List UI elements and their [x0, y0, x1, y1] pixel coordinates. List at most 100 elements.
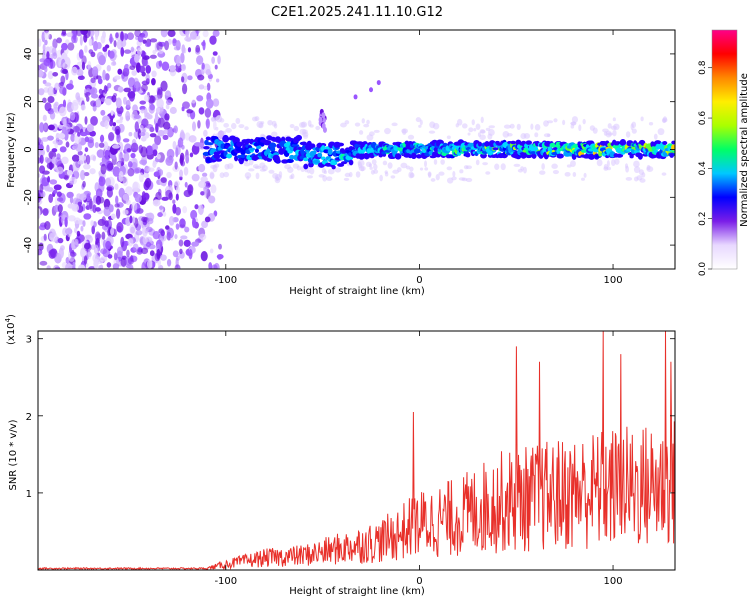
- heatmap-cell: [144, 177, 152, 188]
- heatmap-cell: [625, 177, 633, 181]
- heatmap-cell: [84, 234, 92, 239]
- heatmap-cell: [122, 193, 130, 201]
- heatmap-cell: [203, 146, 210, 150]
- heatmap-cell: [384, 171, 389, 177]
- heatmap-cell: [44, 39, 48, 46]
- heatmap-cell: [175, 223, 180, 230]
- heatmap-cell: [98, 142, 105, 148]
- heatmap-cell: [185, 30, 190, 38]
- heatmap-cell: [384, 127, 391, 135]
- heatmap-cell: [354, 122, 361, 127]
- snr-multiplier-base: (x10: [6, 322, 17, 345]
- heatmap-cell: [85, 154, 91, 165]
- heatmap-cell: [118, 151, 124, 159]
- heatmap-cell: [273, 152, 280, 156]
- heatmap-cell: [108, 132, 115, 142]
- heatmap-cell: [169, 106, 177, 114]
- heatmap-cell: [132, 243, 139, 252]
- heatmap-cell: [158, 60, 163, 67]
- heatmap-cell: [130, 152, 136, 159]
- heatmap-cell: [298, 121, 306, 128]
- heatmap-cell: [415, 117, 422, 123]
- heatmap-cell: [477, 141, 483, 147]
- heatmap-cell: [123, 96, 127, 105]
- colorbar-tick-label: 0.2: [698, 212, 708, 226]
- heatmap-cell: [139, 125, 144, 130]
- heatmap-cell: [173, 125, 178, 134]
- heatmap-cell: [91, 225, 96, 235]
- heatmap-cell: [520, 152, 527, 159]
- heatmap-cell: [160, 30, 168, 38]
- snr-plot: -100 0 100 1 2 3 Height of straight line (km)…: [4, 314, 676, 597]
- heatmap-cell: [475, 159, 480, 166]
- heatmap-cell: [217, 55, 221, 65]
- heatmap-cell: [145, 124, 154, 129]
- heatmap-cell: [308, 161, 314, 168]
- heatmap-cell: [113, 40, 117, 48]
- heatmap-cell: [62, 68, 68, 74]
- colorbar-ticks: 0.0 0.2 0.4 0.6 0.8: [698, 60, 712, 276]
- heatmap-cell: [69, 180, 74, 186]
- heatmap-cell: [303, 163, 309, 170]
- colorbar-tick-label: 0.4: [698, 161, 708, 176]
- heatmap-cell: [614, 158, 620, 165]
- heatmap-cell: [205, 136, 211, 141]
- heatmap-cell: [653, 133, 658, 140]
- heatmap-cell: [172, 140, 177, 150]
- heatmap-cell: [214, 117, 218, 121]
- heatmap-cell: [42, 114, 47, 122]
- heatmap-cell: [341, 149, 347, 155]
- heatmap-cell: [127, 161, 133, 168]
- heatmap-cell: [513, 163, 521, 167]
- heatmap-cell: [295, 134, 303, 141]
- heatmap-cell: [199, 233, 207, 241]
- snr-multiplier-exp: 4: [4, 317, 12, 322]
- heatmap-cell: [72, 142, 78, 149]
- heatmap-cell: [651, 154, 657, 159]
- heatmap-cell: [296, 165, 301, 171]
- heatmap-cell: [38, 173, 41, 178]
- heatmap-cell: [71, 30, 77, 40]
- heatmap-cell: [337, 163, 345, 167]
- snr-series-line: [38, 331, 675, 570]
- heatmap-cell: [114, 183, 119, 191]
- heatmap-cell: [415, 154, 423, 159]
- heatmap-cell: [151, 70, 157, 78]
- heatmap-cell: [48, 249, 56, 259]
- snr-multiplier: (x104): [4, 314, 17, 345]
- heatmap-cell: [53, 264, 60, 269]
- heatmap-cell: [142, 193, 150, 202]
- heatmap-cell: [66, 169, 73, 176]
- heatmap-cell: [96, 41, 102, 50]
- heatmap-cell: [633, 176, 639, 182]
- heatmap-cell: [369, 87, 374, 93]
- heatmap-cell: [151, 78, 156, 86]
- heatmap-cell: [556, 153, 564, 159]
- heatmap-cell: [46, 51, 50, 61]
- heatmap-cell: [572, 172, 577, 177]
- heatmap-cell: [207, 195, 216, 204]
- heatmap-cell: [662, 118, 667, 124]
- heatmap-cell: [98, 88, 103, 94]
- heatmap-cell: [56, 37, 62, 44]
- snr-frame: [37, 330, 676, 571]
- heatmap-cell: [227, 163, 234, 170]
- heatmap-cell: [73, 134, 82, 144]
- heatmap-cell: [612, 129, 617, 137]
- heatmap-cell: [390, 175, 396, 179]
- heatmap-cell: [206, 142, 214, 146]
- heatmap-cell: [152, 199, 161, 207]
- heatmap-cell: [115, 97, 122, 109]
- heatmap-cell: [144, 94, 150, 102]
- heatmap-cell: [132, 104, 138, 113]
- heatmap-cell: [120, 236, 125, 248]
- heatmap-cell: [630, 123, 634, 131]
- heatmap-cell: [473, 127, 477, 132]
- heatmap-cell: [212, 51, 218, 56]
- heatmap-cell: [38, 69, 44, 78]
- heatmap-cell: [188, 249, 193, 260]
- heatmap-cell: [62, 227, 68, 237]
- heatmap-cell: [327, 168, 335, 175]
- heatmap-cell: [198, 163, 206, 173]
- snr-background: [38, 331, 675, 570]
